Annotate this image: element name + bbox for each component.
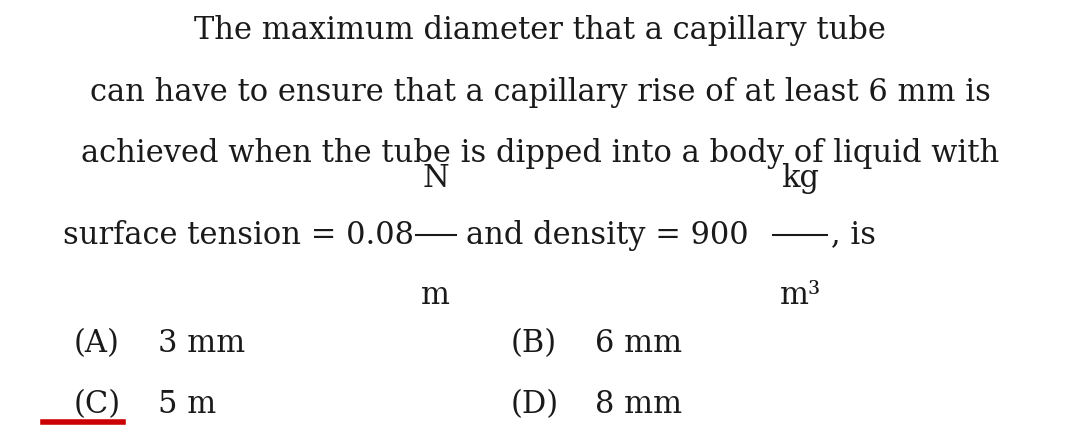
Text: The maximum diameter that a capillary tube: The maximum diameter that a capillary tu… (194, 15, 886, 46)
Text: can have to ensure that a capillary rise of at least 6 mm is: can have to ensure that a capillary rise… (90, 77, 990, 108)
Text: , is: , is (831, 220, 876, 251)
Text: (B): (B) (510, 328, 556, 359)
Text: 3 mm: 3 mm (158, 328, 245, 359)
Text: 8 mm: 8 mm (595, 389, 681, 420)
Text: 5 m: 5 m (158, 389, 216, 420)
Text: (D): (D) (510, 389, 558, 420)
Text: m: m (421, 280, 450, 311)
Text: kg: kg (781, 163, 820, 194)
Text: m³: m³ (780, 280, 821, 311)
Text: (C): (C) (73, 389, 120, 420)
Text: 6 mm: 6 mm (595, 328, 681, 359)
Text: surface tension = 0.08: surface tension = 0.08 (64, 220, 415, 251)
Text: (A): (A) (73, 328, 119, 359)
Text: N: N (422, 163, 449, 194)
Text: and density = 900: and density = 900 (465, 220, 748, 251)
Text: achieved when the tube is dipped into a body of liquid with: achieved when the tube is dipped into a … (81, 139, 999, 169)
